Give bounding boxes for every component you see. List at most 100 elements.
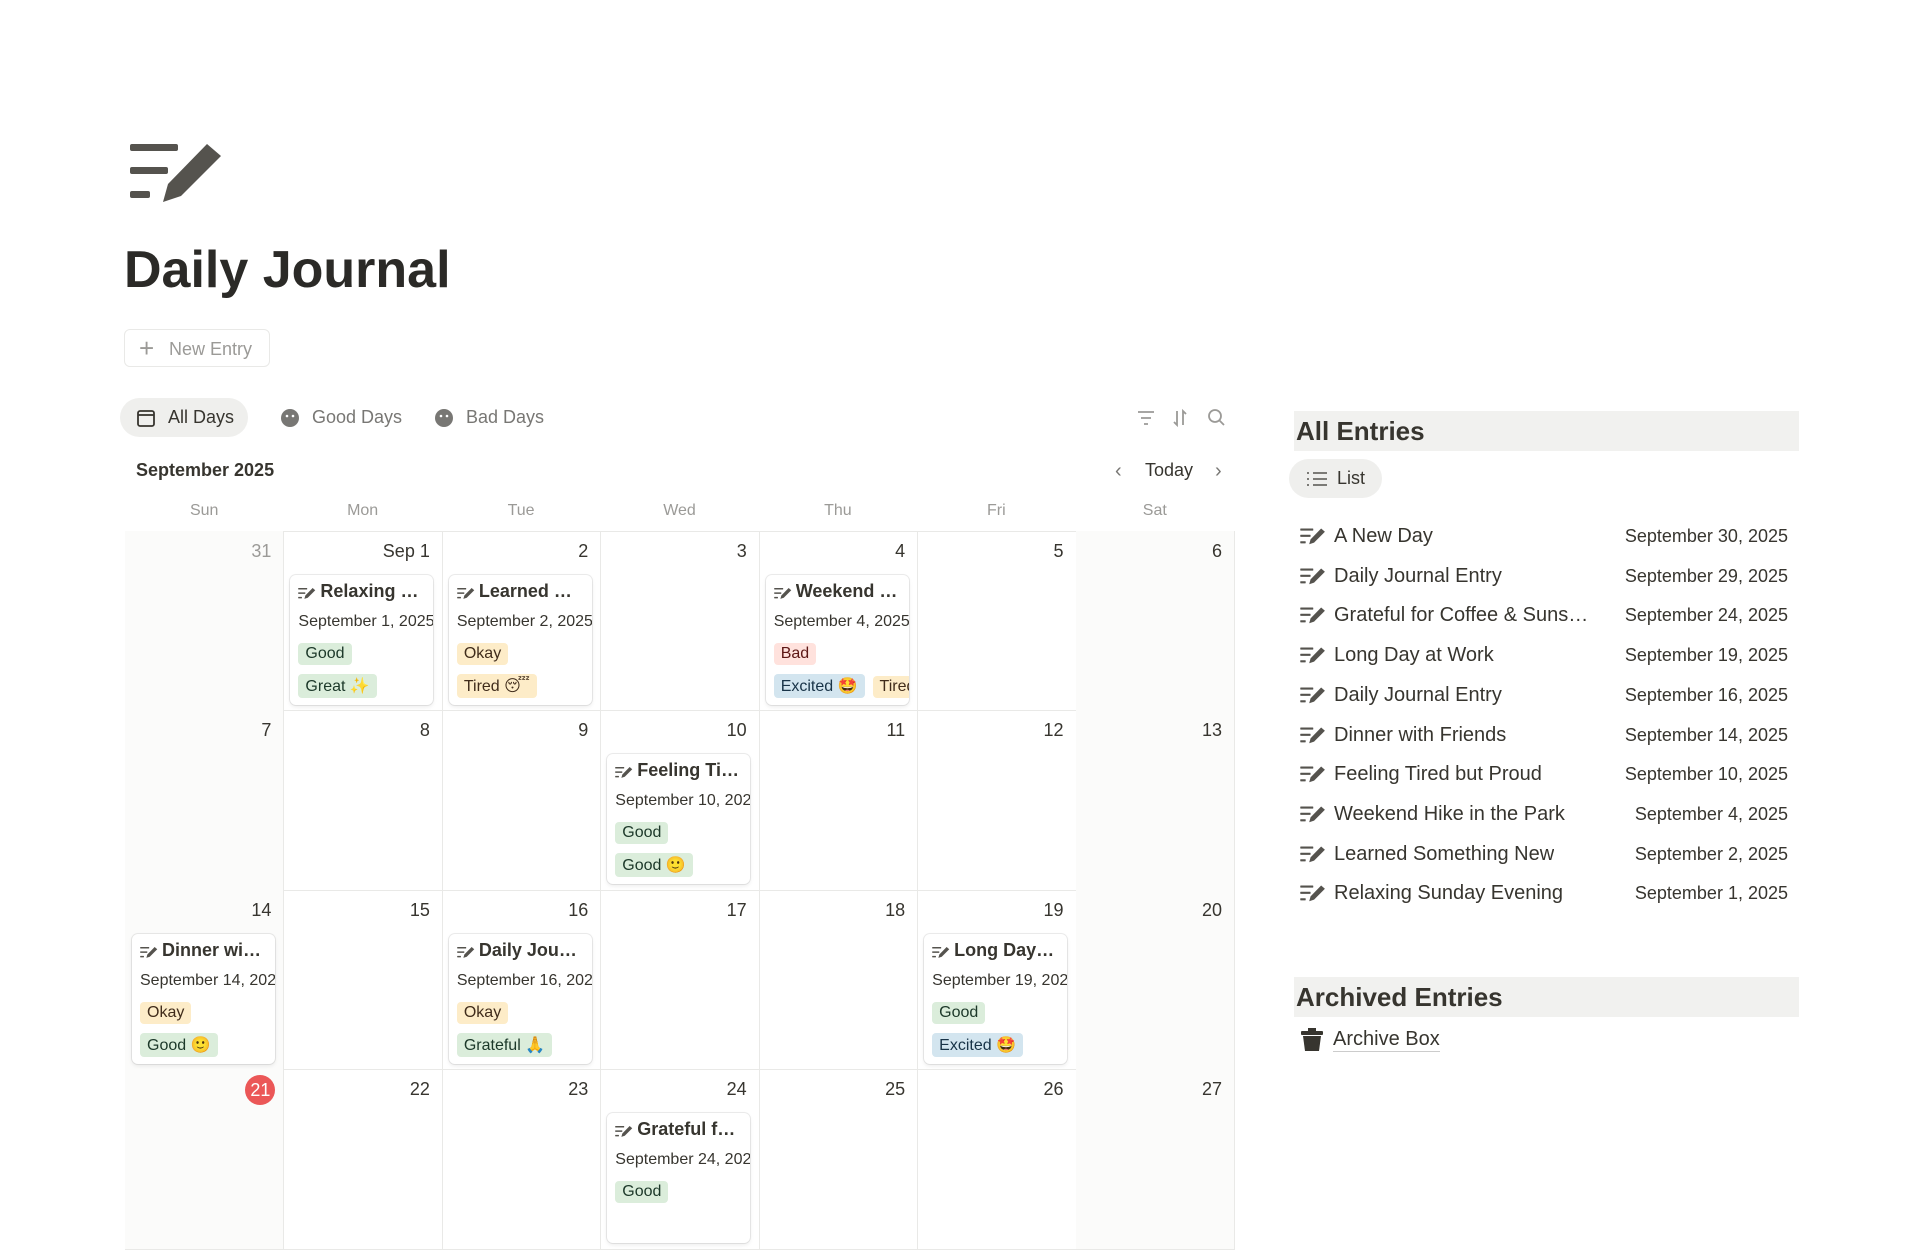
entry-icon bbox=[1300, 766, 1325, 783]
list-row[interactable]: Long Day at Work September 19, 2025 bbox=[1294, 638, 1799, 674]
entry-title: Weekend Hike in the Park bbox=[795, 581, 901, 601]
list-row[interactable]: Daily Journal Entry September 16, 2025 bbox=[1294, 678, 1799, 714]
entry-date: September 19, 2025 bbox=[932, 971, 1068, 989]
day-cell[interactable]: 24 Grateful for Coffee & Sunshine Septembe… bbox=[600, 1069, 760, 1250]
list-row[interactable]: Daily Journal Entry September 29, 2025 bbox=[1294, 559, 1799, 595]
day-number: 12 bbox=[1043, 720, 1064, 741]
archive-link[interactable]: Archive Box bbox=[1333, 1028, 1440, 1052]
day-cell[interactable]: 13 bbox=[1075, 710, 1235, 891]
list-view-tab[interactable]: List bbox=[1289, 459, 1382, 498]
day-cell[interactable]: 2 Learned Something New September 2, 2025 O… bbox=[441, 531, 602, 712]
day-cell[interactable]: 22 bbox=[283, 1069, 443, 1250]
new-entry-button[interactable]: + New Entry bbox=[124, 329, 270, 367]
entry-date: September 24, 2025 bbox=[615, 1151, 751, 1169]
list-row[interactable]: Grateful for Coffee & Sunshine September … bbox=[1294, 598, 1799, 634]
mood-tag: Good bbox=[298, 643, 352, 665]
day-cell[interactable]: 9 bbox=[441, 710, 602, 891]
day-cell[interactable]: 25 bbox=[758, 1069, 919, 1250]
entry-icon bbox=[1300, 846, 1325, 862]
entry-icon bbox=[1300, 568, 1325, 584]
view-tab[interactable]: Good Days bbox=[264, 398, 416, 437]
day-number: 17 bbox=[726, 899, 747, 920]
entry-date: September 19, 2025 bbox=[1624, 645, 1788, 666]
day-number: 10 bbox=[726, 720, 747, 741]
day-cell[interactable]: 15 bbox=[283, 889, 443, 1071]
tag-row: Okay bbox=[456, 643, 516, 665]
entry-icon bbox=[457, 588, 475, 599]
day-cell[interactable]: 26 bbox=[917, 1069, 1077, 1250]
entry-title: Relaxing Sunday Evening bbox=[320, 581, 425, 601]
entry-title: Feeling Tired but Proud bbox=[1334, 763, 1542, 786]
entry-card[interactable]: Daily Journal Entry September 16, 2025 Oka… bbox=[448, 933, 592, 1064]
entry-date: September 4, 2025 bbox=[1634, 803, 1788, 824]
day-cell[interactable]: 23 bbox=[441, 1069, 602, 1250]
day-number: 23 bbox=[568, 1079, 589, 1100]
day-cell[interactable]: 19 Long Day at Work September 19, 2025 Good… bbox=[917, 889, 1077, 1071]
prev-month[interactable]: ‹ bbox=[1115, 460, 1122, 482]
mood-tag: Okay bbox=[140, 1001, 192, 1024]
day-cell[interactable]: 27 bbox=[1075, 1069, 1235, 1250]
day-cell[interactable]: 5 bbox=[917, 531, 1077, 712]
day-number: 6 bbox=[1211, 541, 1222, 561]
day-number: 18 bbox=[885, 899, 906, 920]
list-row[interactable]: Learned Something New September 2, 2025 bbox=[1294, 837, 1799, 873]
day-cell[interactable]: 16 Daily Journal Entry September 16, 2025 O… bbox=[441, 889, 602, 1071]
entry-title: Weekend Hike in the Park bbox=[1334, 802, 1565, 825]
day-number: 11 bbox=[886, 720, 906, 741]
toolbar-icons[interactable] bbox=[1136, 408, 1236, 428]
tag-row: Good 🙂 bbox=[615, 853, 701, 878]
list-row[interactable]: Dinner with Friends September 14, 2025 bbox=[1294, 718, 1799, 754]
tag-row: Excited 🤩 bbox=[932, 1032, 1031, 1057]
entry-card[interactable]: Long Day at Work September 19, 2025 Good Ex… bbox=[924, 933, 1068, 1064]
view-icon bbox=[137, 410, 155, 427]
day-cell[interactable]: 6 bbox=[1075, 531, 1235, 712]
day-number: 22 bbox=[409, 1079, 430, 1100]
next-month[interactable]: › bbox=[1215, 460, 1222, 482]
list-row[interactable]: Feeling Tired but Proud September 10, 202… bbox=[1294, 757, 1799, 793]
entry-date: September 14, 2025 bbox=[140, 971, 275, 989]
list-row[interactable]: Relaxing Sunday Evening September 1, 2025 bbox=[1294, 876, 1799, 912]
month-label: September 2025 bbox=[136, 460, 275, 480]
list-row[interactable]: A New Day September 30, 2025 bbox=[1294, 519, 1799, 555]
entry-title: Long Day at Work bbox=[954, 939, 1059, 960]
day-cell[interactable]: 18 bbox=[758, 889, 919, 1071]
weekday-label: Sat bbox=[1142, 502, 1167, 519]
day-cell[interactable]: 21 bbox=[125, 1069, 285, 1250]
day-cell[interactable]: 4 Weekend Hike in the Park September 4, 20… bbox=[758, 531, 919, 712]
day-cell[interactable]: Sep 1 Relaxing Sunday Evening September 1,… bbox=[283, 531, 443, 712]
entry-card[interactable]: Grateful for Coffee & Sunshine September … bbox=[607, 1113, 751, 1244]
day-cell[interactable]: 7 bbox=[125, 710, 285, 891]
list-row[interactable]: Weekend Hike in the Park September 4, 202… bbox=[1294, 797, 1799, 833]
entry-title: Learned Something New bbox=[478, 581, 584, 601]
day-cell[interactable]: 31 bbox=[125, 531, 285, 712]
entry-card[interactable]: Feeling Tired but Proud September 10, 202… bbox=[607, 754, 751, 885]
day-cell[interactable]: 3 bbox=[600, 531, 760, 712]
view-tab[interactable]: Bad Days bbox=[418, 398, 558, 437]
view-tab[interactable]: All Days bbox=[120, 398, 249, 437]
button-label: New Entry bbox=[169, 339, 253, 359]
entry-icon bbox=[1300, 727, 1325, 743]
today-button[interactable]: Today bbox=[1145, 460, 1194, 480]
entry-icon bbox=[1300, 607, 1325, 624]
entry-title: Daily Journal Entry bbox=[1334, 564, 1502, 587]
day-cell[interactable]: 12 bbox=[917, 710, 1077, 891]
day-cell[interactable]: 10 Feeling Tired but Proud September 10, 2… bbox=[600, 710, 760, 891]
tag-row: Good bbox=[932, 1001, 993, 1024]
day-cell[interactable]: 11 bbox=[758, 710, 919, 891]
entry-icon bbox=[1300, 528, 1325, 545]
entry-title: Daily Journal Entry bbox=[1334, 683, 1502, 706]
weekday-label: Tue bbox=[507, 502, 535, 519]
day-cell[interactable]: 8 bbox=[283, 710, 443, 891]
entry-card[interactable]: Weekend Hike in the Park September 4, 202… bbox=[765, 575, 909, 705]
entry-card[interactable]: Dinner with Friends September 14, 2025 Oka… bbox=[132, 933, 275, 1064]
trash-icon bbox=[1301, 1028, 1323, 1051]
entry-date: September 30, 2025 bbox=[1624, 526, 1788, 546]
day-cell[interactable]: 20 bbox=[1075, 889, 1235, 1071]
entry-card[interactable]: Relaxing Sunday Evening September 1, 2025… bbox=[290, 575, 434, 705]
day-cell[interactable]: 14 Dinner with Friends September 14, 2025 O… bbox=[125, 889, 285, 1071]
entry-card[interactable]: Learned Something New September 2, 2025 Ok… bbox=[448, 575, 592, 705]
day-cell[interactable]: 17 bbox=[600, 889, 760, 1071]
entry-title: Relaxing Sunday Evening bbox=[1334, 882, 1564, 905]
weekday-label: Sun bbox=[189, 502, 219, 519]
day-number: 9 bbox=[578, 720, 589, 741]
